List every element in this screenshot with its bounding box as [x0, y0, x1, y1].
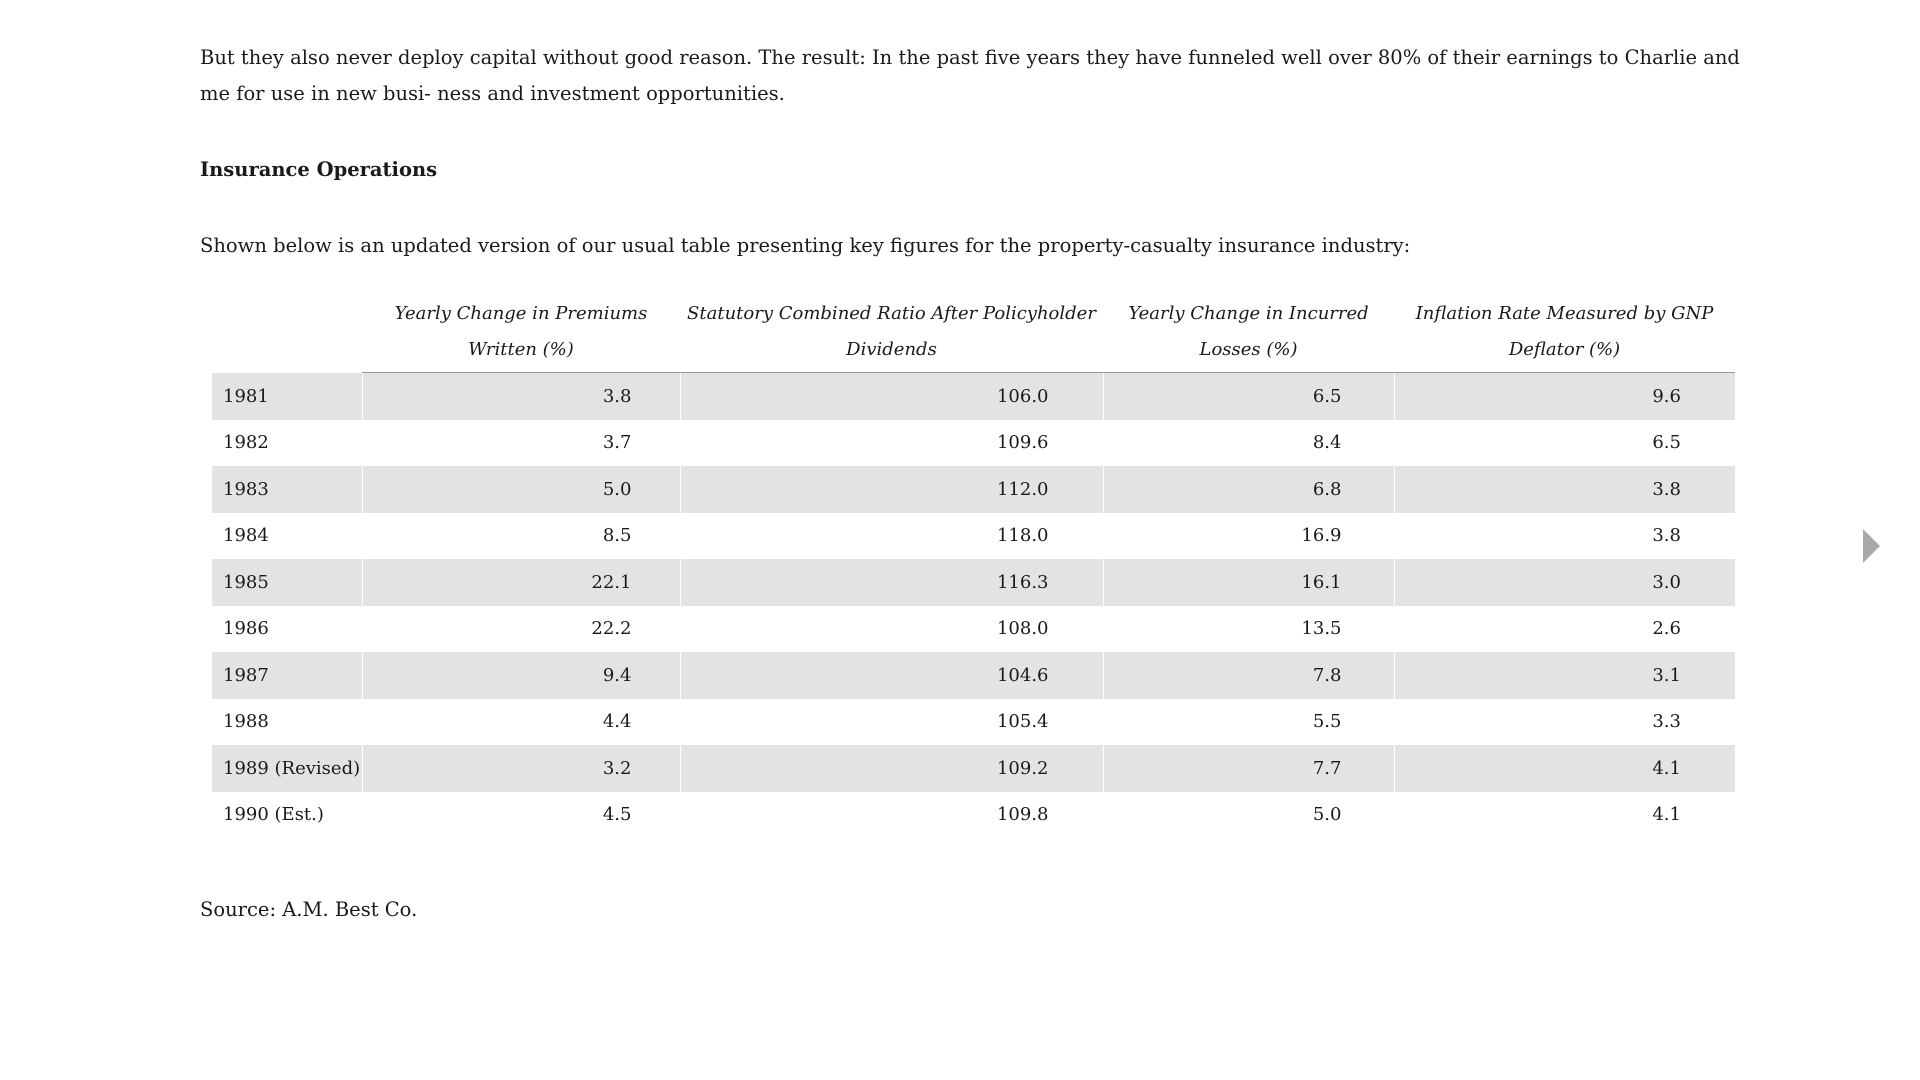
table-row: 1984 8.5 118.0 16.9 3.8	[212, 512, 1735, 559]
table-row: 1989 (Revised) 3.2 109.2 7.7 4.1	[212, 745, 1735, 792]
next-page-arrow-icon[interactable]	[1863, 529, 1880, 563]
inflation-cell: 9.6	[1393, 372, 1735, 420]
year-cell: 1988	[223, 711, 269, 733]
table-row: 1986 22.2 108.0 13.5 2.6	[212, 605, 1735, 652]
incurred-losses-cell: 5.0	[1102, 791, 1394, 838]
table-row: 1983 5.0 112.0 6.8 3.8	[212, 466, 1735, 513]
table-row: 1981 3.8 106.0 6.5 9.6	[212, 372, 1735, 420]
incurred-losses-cell: 5.5	[1102, 698, 1394, 745]
inflation-cell: 6.5	[1393, 419, 1735, 466]
inflation-cell: 3.8	[1393, 466, 1735, 513]
table-row: 1990 (Est.) 4.5 109.8 5.0 4.1	[212, 791, 1735, 838]
table-header-row: Yearly Change in Premiums Written (%) St…	[212, 296, 1735, 373]
inflation-cell: 3.1	[1393, 652, 1735, 699]
insurance-industry-table: Yearly Change in Premiums Written (%) St…	[212, 296, 1735, 838]
incurred-losses-cell: 16.1	[1102, 559, 1394, 606]
premiums-cell: 9.4	[361, 652, 680, 699]
combined-ratio-cell: 118.0	[679, 512, 1103, 559]
section-heading: Insurance Operations	[200, 158, 438, 181]
incurred-losses-cell: 13.5	[1102, 605, 1394, 652]
inflation-cell: 3.0	[1393, 559, 1735, 606]
inflation-cell: 4.1	[1393, 745, 1735, 792]
inflation-cell: 3.8	[1393, 512, 1735, 559]
header-combined-ratio: Statutory Combined Ratio After Policyhol…	[680, 296, 1103, 373]
inflation-cell: 4.1	[1393, 791, 1735, 838]
incurred-losses-cell: 7.8	[1102, 652, 1394, 699]
table-row: 1987 9.4 104.6 7.8 3.1	[212, 652, 1735, 699]
incurred-losses-cell: 8.4	[1102, 419, 1394, 466]
premiums-cell: 22.1	[361, 559, 680, 606]
table-body: 1981 3.8 106.0 6.5 9.6 1982 3.7 109.6 8.4 6.5 1983…	[212, 372, 1735, 838]
year-cell: 1986	[223, 618, 269, 640]
combined-ratio-cell: 105.4	[679, 698, 1103, 745]
premiums-cell: 3.8	[361, 372, 680, 420]
combined-ratio-cell: 116.3	[679, 559, 1103, 606]
inflation-cell: 3.3	[1393, 698, 1735, 745]
year-cell: 1984	[223, 525, 269, 547]
combined-ratio-cell: 104.6	[679, 652, 1103, 699]
premiums-cell: 4.5	[361, 791, 680, 838]
premiums-cell: 22.2	[361, 605, 680, 652]
header-premiums-written: Yearly Change in Premiums Written (%)	[362, 296, 680, 373]
table-intro-paragraph: Shown below is an updated version of our…	[200, 234, 1411, 257]
table-row: 1982 3.7 109.6 8.4 6.5	[212, 419, 1735, 466]
combined-ratio-cell: 108.0	[679, 605, 1103, 652]
header-year	[212, 296, 362, 373]
incurred-losses-cell: 6.8	[1102, 466, 1394, 513]
year-cell: 1985	[212, 559, 362, 606]
incurred-losses-cell: 7.7	[1102, 745, 1394, 792]
premiums-cell: 8.5	[361, 512, 680, 559]
year-cell: 1982	[223, 432, 269, 454]
table-row: 1988 4.4 105.4 5.5 3.3	[212, 698, 1735, 745]
insurance-table-container: Yearly Change in Premiums Written (%) St…	[212, 296, 1735, 838]
premiums-cell: 5.0	[361, 466, 680, 513]
year-cell: 1989 (Revised)	[212, 745, 362, 792]
header-inflation-rate: Inflation Rate Measured by GNP Deflator …	[1394, 296, 1735, 373]
inflation-cell: 2.6	[1393, 605, 1735, 652]
combined-ratio-cell: 109.6	[679, 419, 1103, 466]
combined-ratio-cell: 106.0	[679, 372, 1103, 420]
table-row: 1985 22.1 116.3 16.1 3.0	[212, 559, 1735, 606]
combined-ratio-cell: 109.2	[679, 745, 1103, 792]
incurred-losses-cell: 6.5	[1102, 372, 1394, 420]
year-cell: 1990 (Est.)	[223, 804, 324, 826]
header-incurred-losses: Yearly Change in Incurred Losses (%)	[1103, 296, 1394, 373]
source-note: Source: A.M. Best Co.	[200, 898, 418, 921]
combined-ratio-cell: 109.8	[679, 791, 1103, 838]
premiums-cell: 3.2	[361, 745, 680, 792]
year-cell: 1981	[212, 372, 362, 420]
body-paragraph: But they also never deploy capital witho…	[200, 46, 1740, 105]
year-cell: 1987	[212, 652, 362, 699]
year-cell: 1983	[212, 466, 362, 513]
incurred-losses-cell: 16.9	[1102, 512, 1394, 559]
premiums-cell: 3.7	[361, 419, 680, 466]
combined-ratio-cell: 112.0	[679, 466, 1103, 513]
premiums-cell: 4.4	[361, 698, 680, 745]
